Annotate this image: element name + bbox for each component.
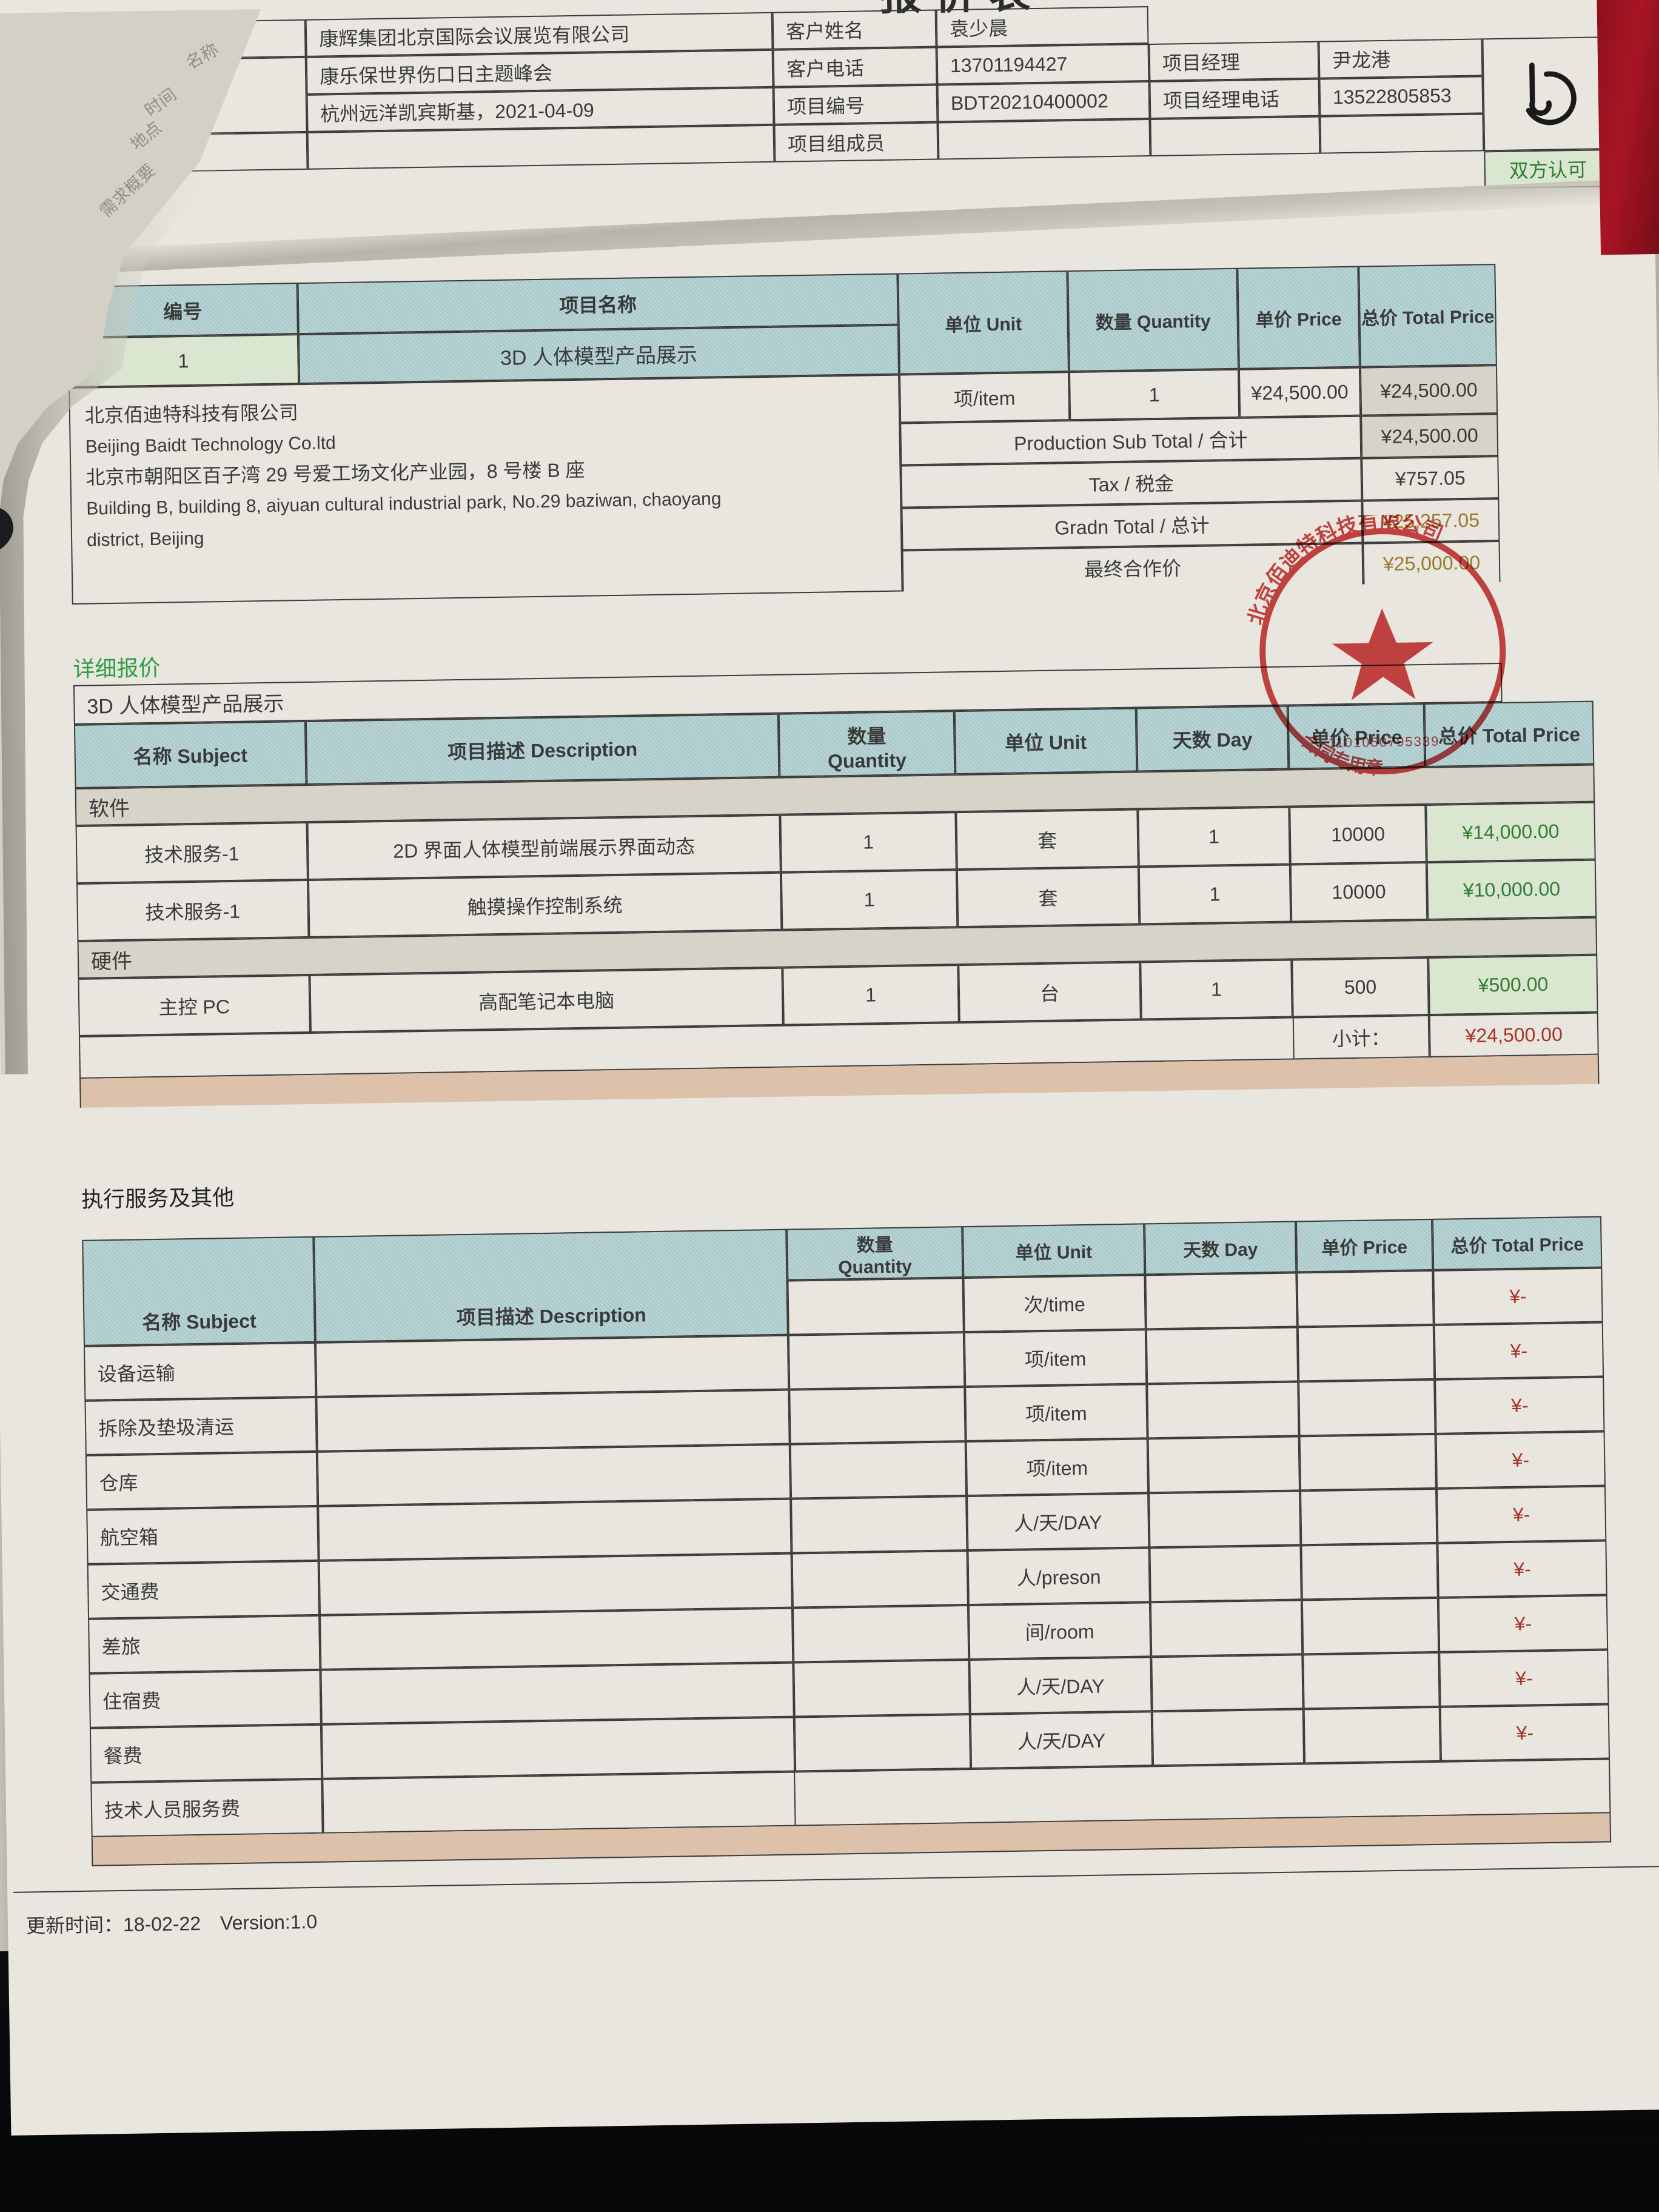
svg-text:1101050795339: 1101050795339 [1329,734,1440,751]
svg-text:北京佰迪特科技有限公司: 北京佰迪特科技有限公司 [1244,513,1448,628]
